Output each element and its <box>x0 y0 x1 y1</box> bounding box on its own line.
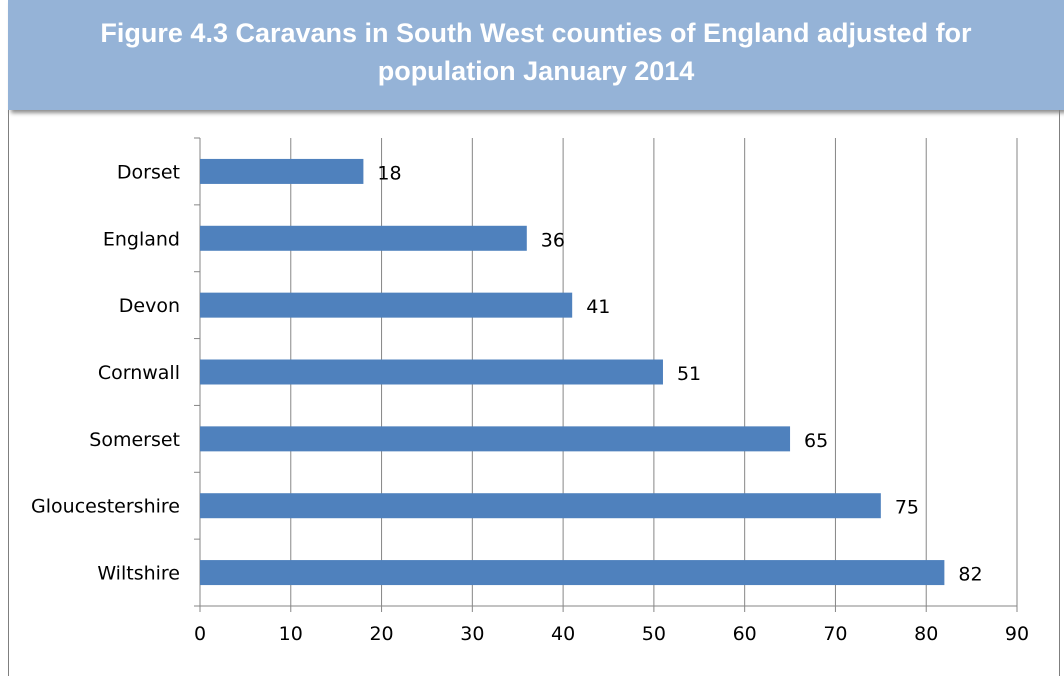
data-label: 65 <box>804 430 828 452</box>
data-label: 82 <box>958 564 982 586</box>
data-label: 36 <box>541 229 565 251</box>
category-label: Somerset <box>89 429 180 451</box>
x-tick-label: 0 <box>194 623 206 645</box>
category-label: Gloucestershire <box>31 496 180 518</box>
x-tick-label: 50 <box>642 623 666 645</box>
bar <box>200 225 527 251</box>
chart-title: Figure 4.3 Caravans in South West counti… <box>100 18 972 86</box>
x-tick-label: 90 <box>1005 623 1029 645</box>
x-tick-label: 20 <box>369 623 393 645</box>
bar <box>200 292 573 318</box>
data-label: 41 <box>586 296 610 318</box>
title-banner: Figure 4.3 Caravans in South West counti… <box>8 0 1064 110</box>
bar <box>200 359 663 385</box>
x-tick-label: 60 <box>733 623 757 645</box>
bar <box>200 158 364 184</box>
category-label: Dorset <box>117 161 180 183</box>
category-label: Cornwall <box>98 362 180 384</box>
x-tick-label: 30 <box>460 623 484 645</box>
plot-border <box>8 110 1060 676</box>
bar <box>200 426 791 452</box>
x-tick-label: 80 <box>914 623 938 645</box>
x-tick-label: 70 <box>823 623 847 645</box>
bar <box>200 493 881 519</box>
data-label: 75 <box>895 497 919 519</box>
data-label: 18 <box>377 162 401 184</box>
data-label: 51 <box>677 363 701 385</box>
bar <box>200 560 945 586</box>
x-tick-label: 40 <box>551 623 575 645</box>
category-label: Devon <box>119 295 180 317</box>
category-label: Wiltshire <box>97 563 180 585</box>
x-tick-label: 10 <box>279 623 303 645</box>
category-label: England <box>103 228 180 250</box>
